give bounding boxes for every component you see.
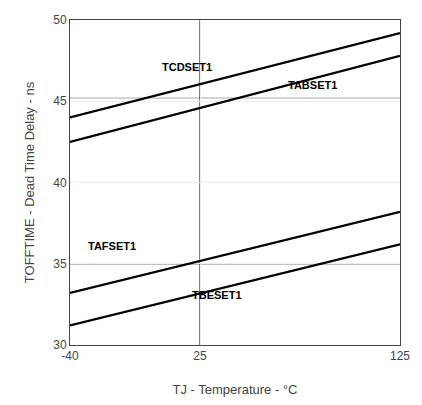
svg-text:TAFSET1: TAFSET1 <box>88 240 136 252</box>
svg-text:45: 45 <box>53 94 67 108</box>
svg-text:-40: -40 <box>61 349 79 363</box>
svg-text:TOFFTIME - Dead Time Delay - n: TOFFTIME - Dead Time Delay - ns <box>22 81 37 283</box>
svg-text:TBESET1: TBESET1 <box>192 289 242 301</box>
svg-text:30: 30 <box>53 338 67 352</box>
svg-text:40: 40 <box>53 176 67 190</box>
svg-text:125: 125 <box>390 349 410 363</box>
svg-text:TJ - Temperature - °C: TJ - Temperature - °C <box>173 382 298 397</box>
svg-text:TCDSET1: TCDSET1 <box>162 61 212 73</box>
svg-text:50: 50 <box>53 13 67 27</box>
svg-text:TABSET1: TABSET1 <box>288 79 337 91</box>
svg-text:25: 25 <box>193 349 207 363</box>
svg-text:35: 35 <box>53 257 67 271</box>
